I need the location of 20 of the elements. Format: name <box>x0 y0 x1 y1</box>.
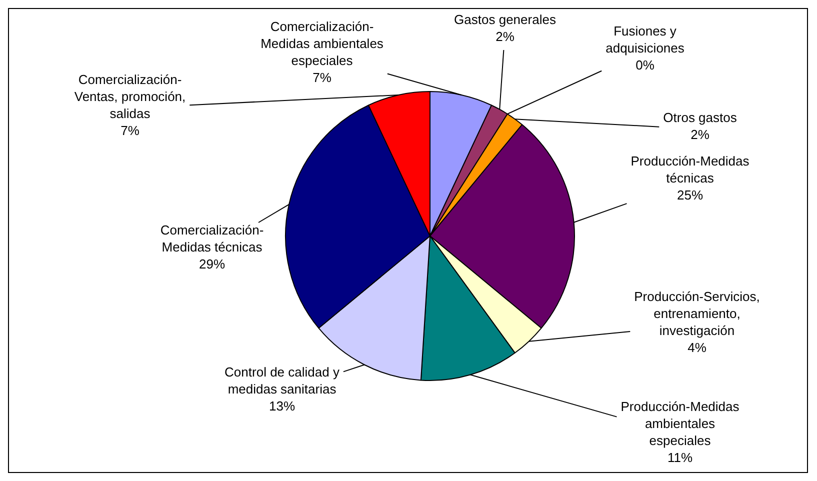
data-label: 7% <box>120 123 140 138</box>
text: 0% <box>636 58 654 73</box>
data-label: 2% <box>690 127 710 142</box>
data-label: 25% <box>676 188 704 203</box>
slice-label: Control de calidad y medidas sanitarias <box>224 364 340 397</box>
data-label: 13% <box>268 398 296 414</box>
data-label: 2% <box>496 29 515 44</box>
slice-label: Producción-Servicios, entrenamiento, investigación <box>634 289 760 338</box>
slice-label: Otros gastos <box>663 110 738 126</box>
slice-label: Producción-Medidas técnicas <box>630 154 750 186</box>
slice-label: Producción-Medidas ambientales especiales <box>620 399 740 448</box>
data-label: 7% <box>312 70 332 86</box>
data-label: 11% <box>667 450 693 466</box>
data-label: 29% <box>198 256 226 272</box>
category-label: Fusiones y adquisiciones <box>606 24 684 56</box>
slice-label: Gastos generales <box>454 12 556 28</box>
slice-label: Comercialización-Medidas ambientales especiales <box>260 19 384 68</box>
data-label: 4% <box>688 340 707 356</box>
slice-label: Comercialización-Ventas, promoción, salidas <box>74 72 186 122</box>
slice-label: Comercialización-Medidas técnicas <box>160 222 264 255</box>
